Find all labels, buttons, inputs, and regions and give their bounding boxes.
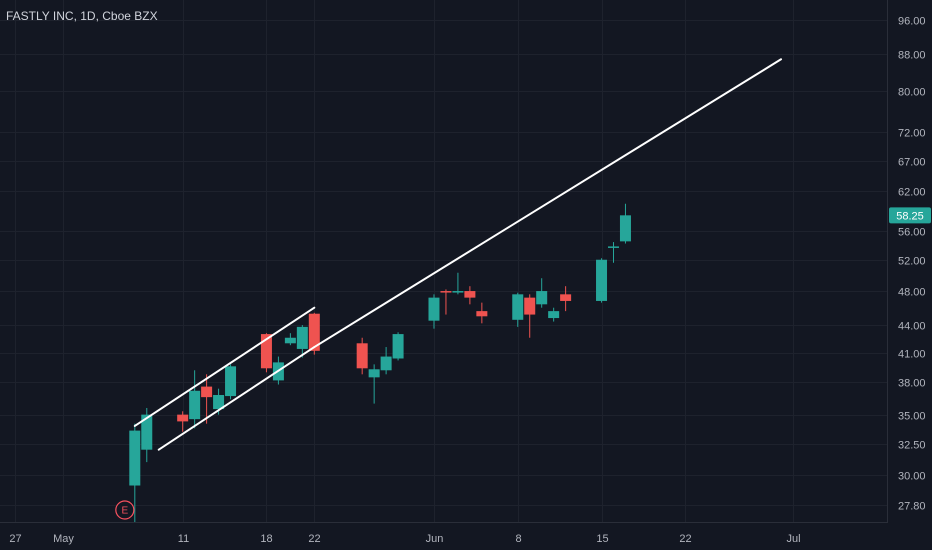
y-tick-label: 41.00: [898, 349, 926, 361]
x-tick-label: 22: [308, 533, 320, 545]
candle-body: [607, 246, 619, 248]
y-tick-label: 96.00: [898, 16, 926, 28]
candle-body: [548, 311, 560, 319]
candle: [596, 258, 608, 303]
candle: [464, 286, 476, 305]
x-tick-label: 18: [260, 533, 272, 545]
candle: [512, 292, 524, 327]
y-tick-label: 48.00: [898, 287, 926, 299]
time-axis[interactable]: 27 May 11 18 22 Jun 8 15 22 Jul: [9, 533, 800, 545]
candle: [452, 272, 464, 295]
last-price-tag-bg: [889, 207, 931, 224]
candle-body: [356, 343, 368, 369]
y-tick-label: 52.00: [898, 256, 926, 268]
candle: [380, 347, 392, 375]
candle-body: [177, 414, 189, 422]
candle-body: [296, 326, 308, 349]
candle-body: [392, 334, 404, 359]
earnings-event-marker[interactable]: E: [115, 500, 135, 520]
candle: [607, 242, 619, 263]
candle-body: [596, 259, 608, 301]
candle: [284, 333, 296, 346]
candle: [296, 325, 308, 358]
candle: [536, 278, 548, 308]
candle-body: [129, 430, 141, 486]
chart-title: FASTLY INC, 1D, Cboe BZX: [6, 9, 158, 23]
y-tick-label: 80.00: [898, 87, 926, 99]
candle-body: [308, 313, 320, 351]
x-tick-label: 22: [679, 533, 691, 545]
candle-body: [464, 291, 476, 298]
last-price-tag-label: 58.25: [896, 210, 924, 222]
candle: [548, 307, 560, 322]
y-tick-label: 56.00: [898, 227, 926, 239]
candle-body: [440, 291, 452, 293]
candle: [368, 364, 380, 404]
y-tick-label: 67.00: [898, 157, 926, 169]
candle-body: [452, 291, 464, 293]
candle: [201, 374, 213, 424]
candle-body: [284, 337, 296, 344]
candle-body: [524, 297, 536, 315]
candle-body: [560, 294, 572, 301]
x-tick-label: May: [53, 533, 74, 545]
candle-body: [260, 334, 272, 369]
grid-lines: [0, 0, 888, 522]
x-tick-label: 8: [515, 533, 521, 545]
candle-body: [368, 369, 380, 378]
candle-body: [225, 366, 237, 397]
y-tick-label: 38.00: [898, 378, 926, 390]
candle: [129, 423, 141, 527]
y-tick-label: 62.00: [898, 187, 926, 199]
candle: [392, 332, 404, 361]
candle-body: [380, 356, 392, 371]
candle: [440, 289, 452, 315]
events: E: [115, 500, 135, 520]
candle: [619, 203, 631, 244]
candle-body: [213, 395, 225, 410]
last-price-tag: 58.25: [889, 207, 931, 224]
y-tick-label: 88.00: [898, 50, 926, 62]
y-tick-label: 72.00: [898, 128, 926, 140]
trendline[interactable]: [313, 58, 783, 349]
trendlines[interactable]: [133, 58, 783, 451]
candle: [476, 302, 488, 324]
candle-body: [512, 294, 524, 320]
candle-body: [536, 291, 548, 305]
y-tick-label: 44.00: [898, 321, 926, 333]
x-tick-label: Jul: [786, 533, 800, 545]
candle: [308, 312, 320, 355]
candle-body: [201, 386, 213, 398]
candle-body: [141, 414, 153, 450]
price-axis-background: [888, 0, 932, 522]
y-tick-label: 35.00: [898, 411, 926, 423]
y-tick-label: 27.80: [898, 501, 926, 513]
candle: [560, 286, 572, 312]
y-tick-label: 30.00: [898, 471, 926, 483]
candle: [524, 294, 536, 338]
trendline[interactable]: [133, 306, 316, 427]
x-tick-label: Jun: [426, 533, 444, 545]
candle: [356, 337, 368, 375]
y-tick-label: 32.50: [898, 440, 926, 452]
candle: [189, 370, 201, 429]
time-axis-background: [0, 522, 932, 550]
candle: [428, 294, 440, 329]
earnings-event-label: E: [122, 506, 129, 517]
x-tick-label: 15: [596, 533, 608, 545]
x-tick-label: 27: [9, 533, 21, 545]
candle: [225, 364, 237, 400]
price-axis[interactable]: 96.00 88.00 80.00 72.00 67.00 62.00 56.00 52.00…: [898, 16, 926, 513]
candle-body: [428, 297, 440, 321]
candle-body: [476, 311, 488, 317]
x-tick-label: 11: [178, 533, 189, 545]
earnings-event-circle: [115, 500, 135, 520]
candle: [177, 411, 189, 432]
trendline[interactable]: [157, 346, 316, 451]
candle-body: [619, 215, 631, 242]
candle-body: [189, 390, 201, 420]
